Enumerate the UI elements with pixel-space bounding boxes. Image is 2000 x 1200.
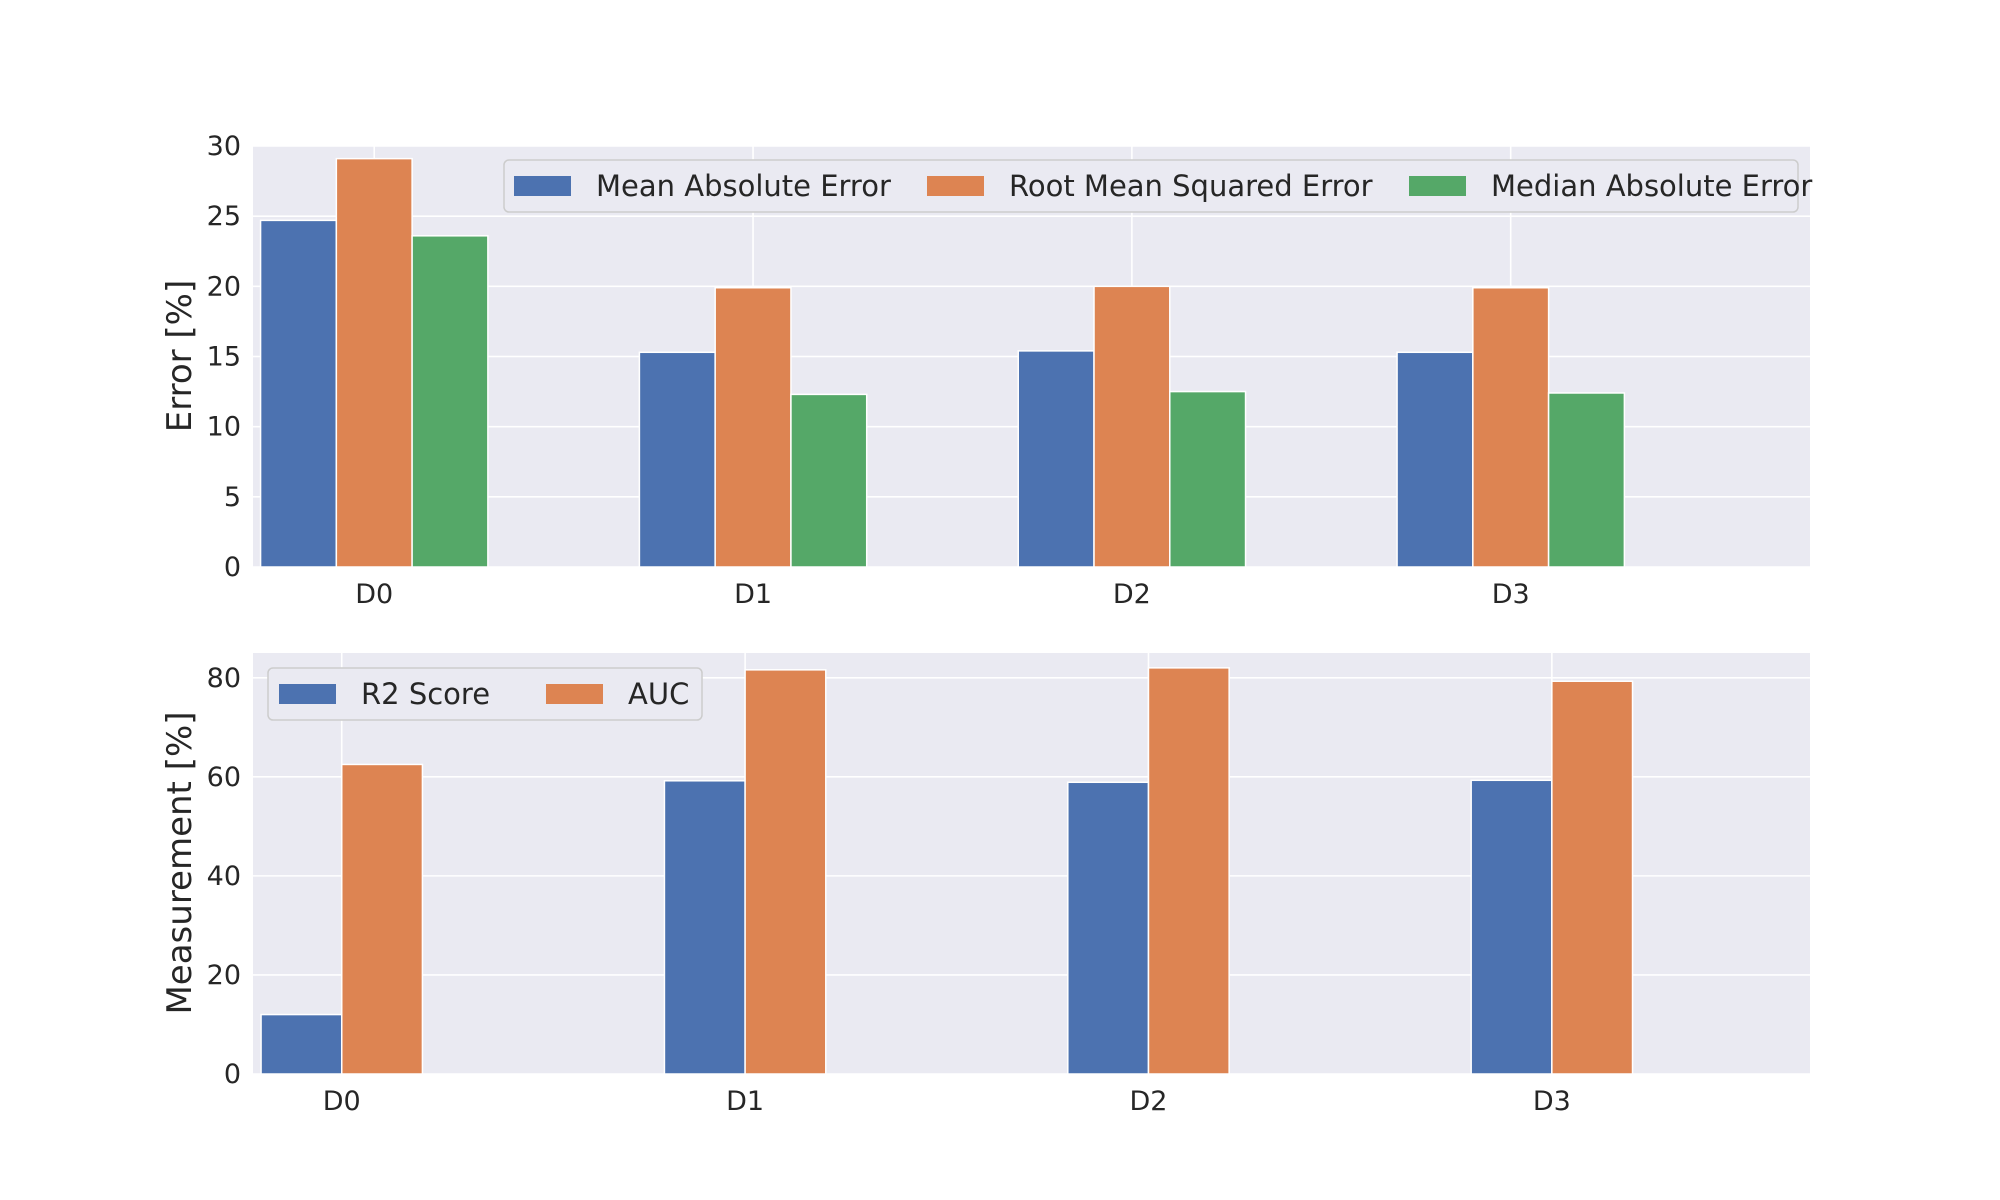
error-x-ticks: D0 D1 D2 D3 xyxy=(355,579,1529,610)
measurement-legend-swatch xyxy=(279,684,336,704)
error-bar-median-absolute-error-d1 xyxy=(790,393,868,568)
error-legend-frame xyxy=(503,159,1799,213)
error-y-tick-label: 25 xyxy=(207,201,241,232)
measurement-x-tick-label: D3 xyxy=(1533,1086,1571,1117)
error-y-tick-label: 5 xyxy=(224,482,241,513)
error-y-axis-label: Error [%] xyxy=(160,280,200,433)
measurement-legend-frame xyxy=(267,667,703,721)
error-x-tick-label: D1 xyxy=(734,579,772,610)
measurement-legend-label: R2 Score xyxy=(361,677,490,711)
measurement-legend-swatch xyxy=(546,684,603,704)
measurement-y-tick-label: 0 xyxy=(224,1059,241,1090)
measurement-y-tick-label: 80 xyxy=(207,663,241,694)
measurement-bar-auc-d3 xyxy=(1551,680,1634,1075)
measurement-x-tick-label: D0 xyxy=(323,1086,361,1117)
error-bar-mean-absolute-error-d2 xyxy=(1017,350,1095,568)
measurement-y-axis-label: Measurement [%] xyxy=(160,711,200,1014)
error-bar-root-mean-squared-error-d0 xyxy=(335,157,413,568)
error-bar-root-mean-squared-error-d2 xyxy=(1093,285,1171,568)
error-y-tick-label: 15 xyxy=(207,342,241,373)
measurement-bar-auc-d1 xyxy=(744,669,827,1075)
error-y-tick-label: 10 xyxy=(207,412,241,443)
measurement-legend-label: AUC xyxy=(628,677,689,711)
measurement-bar-auc-d2 xyxy=(1147,667,1230,1075)
measurement-y-tick-label: 40 xyxy=(207,861,241,892)
error-legend-label: Mean Absolute Error xyxy=(596,169,891,203)
error-legend-swatch xyxy=(1409,176,1466,196)
error-y-tick-label: 20 xyxy=(207,271,241,302)
error-bar-median-absolute-error-d0 xyxy=(411,235,489,568)
error-legend-label: Root Mean Squared Error xyxy=(1009,169,1373,203)
measurement-bar-r2-score-d1 xyxy=(663,780,746,1075)
measurement-y-tick-label: 20 xyxy=(207,960,241,991)
error-y-tick-label: 0 xyxy=(224,552,241,583)
measurement-x-tick-label: D2 xyxy=(1129,1086,1167,1117)
measurement-legend: R2 Score AUC xyxy=(267,667,703,721)
measurement-bar-auc-d0 xyxy=(340,763,424,1075)
error-y-tick-label: 30 xyxy=(207,131,241,162)
error-y-ticks: 0 5 10 15 20 25 30 xyxy=(207,131,241,583)
error-bar-median-absolute-error-d2 xyxy=(1169,390,1247,568)
measurement-bar-r2-score-d3 xyxy=(1470,779,1553,1075)
error-bar-mean-absolute-error-d0 xyxy=(259,219,338,568)
measurement-x-tick-label: D1 xyxy=(726,1086,764,1117)
error-x-tick-label: D0 xyxy=(355,579,393,610)
error-legend-swatch xyxy=(514,176,571,196)
error-chart: 0 5 10 15 20 25 30 D0 D1 D2 D3 Error [%] Mean Abs… xyxy=(160,131,1812,610)
error-x-tick-label: D2 xyxy=(1113,579,1151,610)
error-bar-mean-absolute-error-d1 xyxy=(638,351,716,568)
measurement-bar-r2-score-d2 xyxy=(1067,781,1150,1075)
measurement-x-ticks: D0 D1 D2 D3 xyxy=(323,1086,1571,1117)
error-legend: Mean Absolute Error Root Mean Squared Err… xyxy=(503,159,1812,213)
measurement-bar-r2-score-d0 xyxy=(260,1013,343,1075)
error-legend-swatch xyxy=(927,176,984,196)
measurement-y-ticks: 0 20 40 60 80 xyxy=(207,663,241,1090)
measurement-bars xyxy=(260,667,1634,1075)
error-bar-root-mean-squared-error-d1 xyxy=(714,286,792,568)
error-legend-label: Median Absolute Error xyxy=(1491,169,1812,203)
error-x-tick-label: D3 xyxy=(1492,579,1530,610)
error-bar-root-mean-squared-error-d3 xyxy=(1472,286,1550,568)
measurement-chart: 0 20 40 60 80 D0 D1 D2 D3 Measurement [%] R2 Sc… xyxy=(160,653,1810,1117)
error-bars xyxy=(259,157,1626,568)
error-bar-mean-absolute-error-d3 xyxy=(1396,351,1474,568)
measurement-y-tick-label: 60 xyxy=(207,762,241,793)
error-bar-median-absolute-error-d3 xyxy=(1547,392,1626,568)
